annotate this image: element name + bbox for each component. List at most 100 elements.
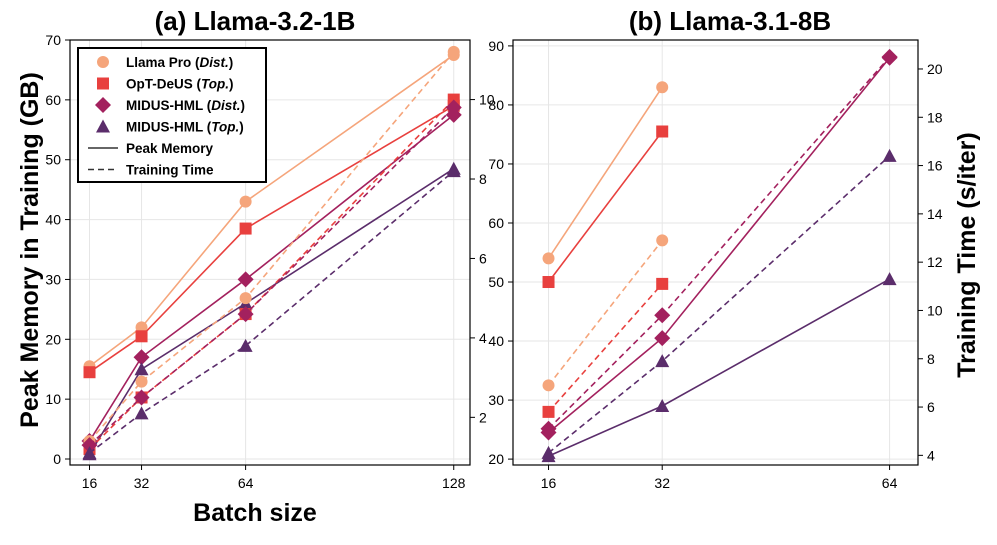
- y-tick-label: 20: [45, 331, 61, 347]
- data-point-a-7-3: [446, 164, 461, 178]
- legend-label-0: Llama Pro (Dist.): [126, 55, 233, 70]
- data-point-a-7-1: [134, 406, 149, 420]
- data-point-b-6-0: [540, 420, 557, 437]
- y-tick-label: 40: [488, 333, 504, 349]
- x-tick-label: 32: [134, 475, 150, 491]
- data-point-b-4-1: [656, 234, 669, 247]
- data-point-b-7-0: [541, 445, 556, 459]
- y-tick-label: 10: [45, 391, 61, 407]
- data-point-a-4-2: [239, 292, 252, 305]
- data-point-a-6-3: [445, 99, 462, 116]
- legend-label-close: ): [241, 98, 246, 113]
- data-point-b-7-1: [655, 354, 670, 368]
- y2-tick-label: 8: [927, 351, 935, 367]
- x-tick-label: 16: [541, 475, 557, 491]
- legend-label-qualifier: Dist.: [211, 98, 240, 113]
- data-point-a-1-0: [83, 366, 96, 379]
- legend-label-4: Peak Memory: [126, 141, 214, 156]
- y-tick-label: 80: [488, 97, 504, 113]
- y2-tick-label: 14: [927, 206, 943, 222]
- y-tick-label: 40: [45, 212, 61, 228]
- y2-tick-label: 4: [479, 330, 487, 346]
- data-point-b-3-2: [882, 272, 897, 286]
- legend-label-2: MIDUS-HML (Dist.): [126, 98, 245, 113]
- y-axis-label-right: Training Time (s/iter): [953, 132, 981, 377]
- y-tick-label: 70: [488, 156, 504, 172]
- legend-marker-2: [95, 97, 111, 113]
- panel-a-title: (a) Llama-3.2-1B: [155, 6, 356, 36]
- y2-tick-label: 10: [479, 92, 495, 108]
- y2-tick-label: 6: [927, 399, 935, 415]
- y-tick-label: 0: [53, 451, 61, 467]
- data-point-b-2-1: [654, 330, 671, 347]
- series-line-a-4: [88, 51, 455, 442]
- legend-box: [77, 47, 267, 183]
- series-line-a-1: [89, 105, 455, 373]
- legend-label-name: Llama Pro (: [126, 55, 200, 70]
- legend-marker-3: [96, 119, 110, 133]
- data-point-b-4-0: [542, 379, 555, 392]
- plot-frame: [69, 39, 471, 466]
- data-point-b-7-2: [882, 148, 897, 162]
- y-tick-label: 60: [45, 92, 61, 108]
- legend: Llama Pro (Dist.)OpT-DeUS (Top.)MIDUS-HM…: [77, 47, 267, 183]
- x-tick-label: 128: [442, 475, 466, 491]
- x-tick-label: 16: [82, 475, 98, 491]
- series-line-b-1: [547, 131, 663, 283]
- y2-tick-label: 12: [927, 254, 943, 270]
- y2-tick-label: 4: [927, 447, 935, 463]
- legend-label-1: OpT-DeUS (Top.): [126, 77, 234, 92]
- data-point-b-3-1: [655, 398, 670, 412]
- data-point-b-6-2: [881, 48, 898, 65]
- y2-tick-label: 18: [927, 109, 943, 125]
- series-line-a-7: [89, 170, 455, 454]
- data-point-a-2-2: [237, 271, 254, 288]
- x-tick-label: 64: [882, 475, 898, 491]
- y-tick-label: 20: [488, 451, 504, 467]
- legend-label-name: MIDUS-HML (: [126, 120, 212, 135]
- data-point-b-5-0: [542, 405, 555, 418]
- series-line-a-0: [89, 54, 455, 367]
- y-tick-label: 50: [45, 152, 61, 168]
- data-point-a-7-0: [82, 446, 97, 460]
- y-tick-label: 30: [45, 271, 61, 287]
- legend-label-close: ): [229, 77, 234, 92]
- series-line-b-5: [547, 283, 663, 413]
- y2-tick-label: 20: [927, 61, 943, 77]
- y-tick-label: 30: [488, 392, 504, 408]
- legend-label-name: MIDUS-HML (: [126, 98, 212, 113]
- y2-tick-label: 8: [479, 171, 487, 187]
- x-tick-label: 64: [238, 475, 254, 491]
- legend-label-3: MIDUS-HML (Top.): [126, 120, 244, 135]
- y-tick-label: 70: [45, 32, 61, 48]
- data-point-b-0-1: [656, 81, 669, 94]
- data-point-a-2-1: [133, 349, 150, 366]
- data-point-a-7-2: [238, 338, 253, 352]
- legend-label-close: ): [229, 55, 234, 70]
- legend-label-qualifier: Dist.: [200, 55, 229, 70]
- y-tick-label: 90: [488, 38, 504, 54]
- legend-label-5: Training Time: [126, 163, 214, 178]
- series-line-a-3: [88, 168, 455, 455]
- legend-label-name: OpT-DeUS (: [126, 77, 202, 92]
- legend-label-qualifier: Top.: [201, 77, 229, 92]
- series-line-b-3: [548, 278, 890, 457]
- y2-tick-label: 10: [927, 302, 943, 318]
- y2-tick-label: 6: [479, 250, 487, 266]
- y-axis-label-left: Peak Memory in Training (GB): [16, 72, 44, 428]
- x-axis-label: Batch size: [193, 499, 317, 527]
- data-point-a-0-2: [239, 195, 252, 208]
- x-tick-label: 32: [654, 475, 670, 491]
- y2-tick-label: 2: [479, 409, 487, 425]
- series-line-b-2: [548, 57, 891, 434]
- plot-frame: [512, 39, 919, 466]
- series-line-a-2: [88, 114, 455, 442]
- legend-marker-1: [97, 77, 109, 90]
- series-line-b-7: [548, 155, 891, 454]
- data-point-a-1-2: [239, 222, 252, 235]
- data-point-a-4-3: [447, 45, 460, 58]
- panel-b-title: (b) Llama-3.1-8B: [629, 6, 831, 36]
- legend-label-qualifier: Top.: [211, 120, 239, 135]
- panel-b: 16 32 64 20 30 40 50 60 70 80 90 4 6 8 10 12 14 16 18 20: [488, 38, 942, 491]
